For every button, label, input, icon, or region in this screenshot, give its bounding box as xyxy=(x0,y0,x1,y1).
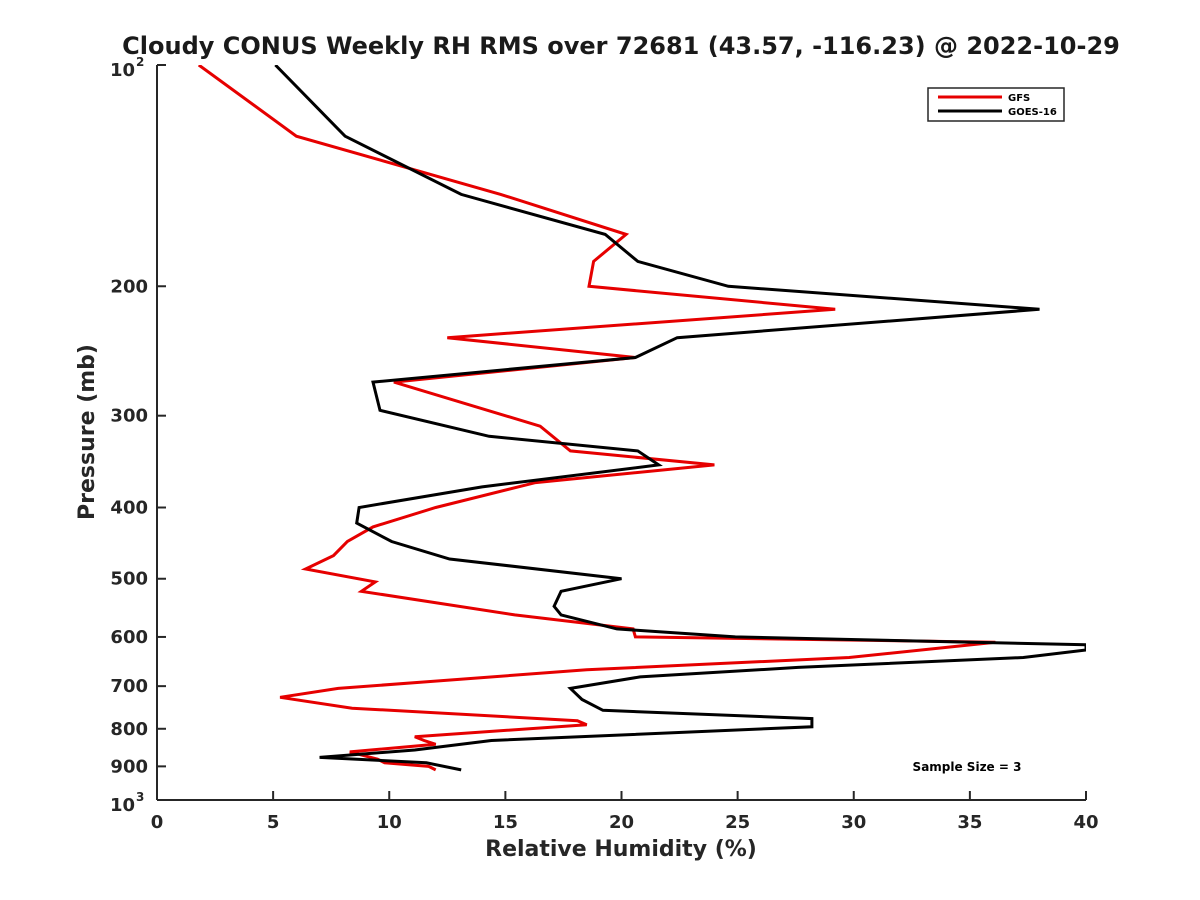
y-tick-label-exponent: 3 xyxy=(136,790,144,804)
series-line-goes-16 xyxy=(274,65,1086,772)
y-tick-label: 10 xyxy=(110,60,135,81)
x-tick-label: 40 xyxy=(1073,812,1098,833)
x-tick-label: 35 xyxy=(957,812,982,833)
y-tick-label: 400 xyxy=(110,498,148,519)
y-tick-label: 300 xyxy=(110,406,148,427)
x-tick-label: 15 xyxy=(493,812,518,833)
legend: GFS GOES-16 xyxy=(927,87,1065,122)
x-axis-label: Relative Humidity (%) xyxy=(485,837,757,862)
y-tick-label: 700 xyxy=(110,676,148,697)
sample-size-annotation: Sample Size = 3 xyxy=(913,760,1022,774)
legend-label: GFS xyxy=(1008,93,1030,104)
legend-label: GOES-16 xyxy=(1008,107,1057,118)
y-tick-label: 900 xyxy=(110,756,148,777)
series-line-gfs xyxy=(197,65,996,772)
x-tick-label: 30 xyxy=(841,812,866,833)
x-tick-label: 5 xyxy=(267,812,280,833)
chart-title: Cloudy CONUS Weekly RH RMS over 72681 (4… xyxy=(122,32,1120,60)
y-axis-label: Pressure (mb) xyxy=(75,344,100,520)
x-tick-label: 25 xyxy=(725,812,750,833)
x-tick-label: 10 xyxy=(377,812,402,833)
x-tick-label: 0 xyxy=(151,812,164,833)
y-tick-label: 800 xyxy=(110,719,148,740)
y-tick-label: 10 xyxy=(110,795,135,816)
x-tick-label: 20 xyxy=(609,812,634,833)
y-tick-label-exponent: 2 xyxy=(136,55,144,69)
y-tick-label: 200 xyxy=(110,276,148,297)
y-tick-label: 500 xyxy=(110,569,148,590)
legend-box xyxy=(927,87,1065,122)
y-tick-label: 600 xyxy=(110,627,148,648)
